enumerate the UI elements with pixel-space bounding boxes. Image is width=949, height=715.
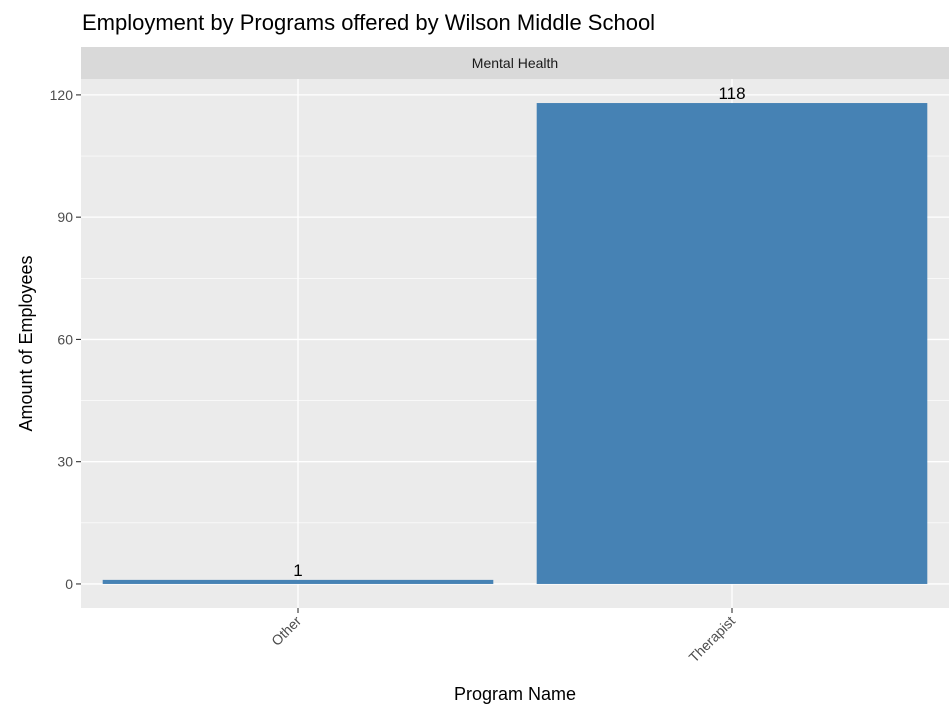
x-tick-label: Therapist (686, 613, 739, 666)
y-tick-label: 0 (65, 576, 73, 592)
facet-strip (81, 47, 949, 79)
y-tick-label: 120 (50, 87, 74, 103)
bars-group (102, 103, 928, 584)
chart-title: Employment by Programs offered by Wilson… (82, 10, 655, 35)
x-axis-title: Program Name (454, 684, 576, 704)
x-axis: Other Therapist (268, 608, 738, 665)
x-tick-label: Other (268, 613, 304, 649)
y-tick-label: 90 (57, 209, 73, 225)
bar-therapist (536, 103, 928, 584)
y-axis: 0 30 60 90 120 (50, 87, 81, 592)
data-label-therapist: 118 (718, 84, 745, 103)
data-labels-group: 1 118 (293, 84, 745, 580)
y-tick-label: 30 (57, 454, 73, 470)
facet-label: Mental Health (472, 55, 558, 71)
y-tick-label: 60 (57, 331, 73, 347)
y-axis-title: Amount of Employees (16, 255, 36, 431)
bar-other (102, 579, 494, 584)
data-label-other: 1 (293, 561, 302, 580)
